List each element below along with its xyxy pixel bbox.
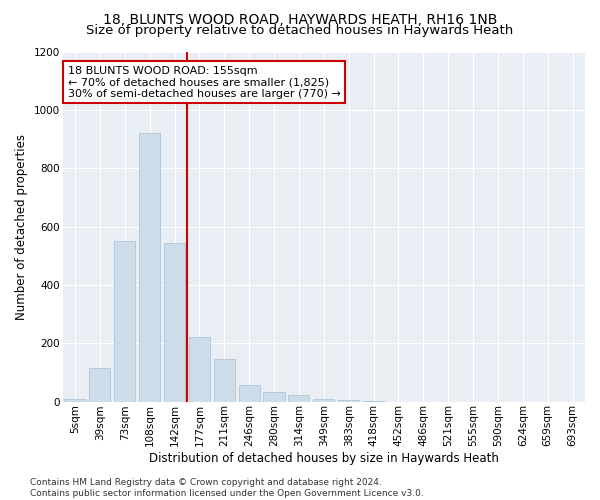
- Text: 18, BLUNTS WOOD ROAD, HAYWARDS HEATH, RH16 1NB: 18, BLUNTS WOOD ROAD, HAYWARDS HEATH, RH…: [103, 12, 497, 26]
- Bar: [189, 338, 210, 402]
- Bar: [164, 242, 185, 402]
- Text: Contains HM Land Registry data © Crown copyright and database right 2024.
Contai: Contains HM Land Registry data © Crown c…: [30, 478, 424, 498]
- Bar: [89, 368, 110, 402]
- Bar: [139, 133, 160, 402]
- Bar: [363, 401, 384, 402]
- Bar: [114, 241, 136, 402]
- Bar: [239, 386, 260, 402]
- Bar: [214, 359, 235, 402]
- X-axis label: Distribution of detached houses by size in Haywards Heath: Distribution of detached houses by size …: [149, 452, 499, 465]
- Bar: [338, 400, 359, 402]
- Text: Size of property relative to detached houses in Haywards Heath: Size of property relative to detached ho…: [86, 24, 514, 37]
- Y-axis label: Number of detached properties: Number of detached properties: [15, 134, 28, 320]
- Bar: [313, 398, 334, 402]
- Bar: [263, 392, 284, 402]
- Bar: [289, 395, 310, 402]
- Bar: [64, 398, 86, 402]
- Text: 18 BLUNTS WOOD ROAD: 155sqm
← 70% of detached houses are smaller (1,825)
30% of : 18 BLUNTS WOOD ROAD: 155sqm ← 70% of det…: [68, 66, 341, 98]
